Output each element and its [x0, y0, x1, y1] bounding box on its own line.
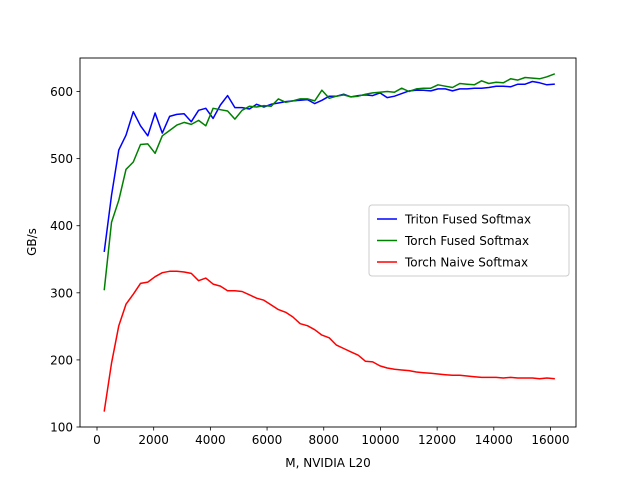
- y-tick-label: 200: [50, 353, 73, 367]
- x-axis: 0 2000 4000 6000 8000 10000 12000 14000 16000: [93, 427, 570, 447]
- y-tick-label: 400: [50, 219, 73, 233]
- series-line-torch-fused-softmax: [103, 73, 556, 291]
- x-axis-label: M, NVIDIA L20: [285, 456, 370, 470]
- y-tick-label: 100: [50, 421, 73, 435]
- x-tick-label: 10000: [361, 433, 399, 447]
- legend-item: Triton Fused Softmax: [377, 213, 531, 227]
- series-line-torch-naive-softmax: [103, 270, 555, 412]
- x-tick-label: 8000: [308, 433, 339, 447]
- x-tick-label: 4000: [195, 433, 226, 447]
- legend-item: Torch Naive Softmax: [377, 256, 528, 270]
- x-tick-label: 14000: [475, 433, 513, 447]
- axes-frame: [79, 57, 577, 428]
- y-tick-label: 500: [50, 152, 73, 166]
- series-line-triton-fused-softmax: [103, 80, 555, 253]
- y-tick-label: 600: [50, 85, 73, 99]
- series-layer: [103, 73, 556, 412]
- x-tick-label: 2000: [138, 433, 169, 447]
- legend-item: Torch Fused Softmax: [377, 234, 529, 248]
- x-tick-label: 6000: [252, 433, 283, 447]
- x-tick-label: 12000: [418, 433, 456, 447]
- y-tick-label: 300: [50, 286, 73, 300]
- y-axis: 100 200 300 400 500 600: [50, 85, 80, 435]
- legend-label: Torch Fused Softmax: [404, 234, 529, 248]
- x-tick-label: 0: [93, 433, 101, 447]
- legend-label: Torch Naive Softmax: [404, 256, 528, 270]
- x-tick-label: 16000: [531, 433, 569, 447]
- legend: Triton Fused Softmax Torch Fused Softmax T…: [368, 204, 570, 277]
- legend-box: [368, 204, 570, 277]
- legend-label: Triton Fused Softmax: [404, 213, 531, 227]
- y-axis-label: GB/s: [25, 228, 39, 256]
